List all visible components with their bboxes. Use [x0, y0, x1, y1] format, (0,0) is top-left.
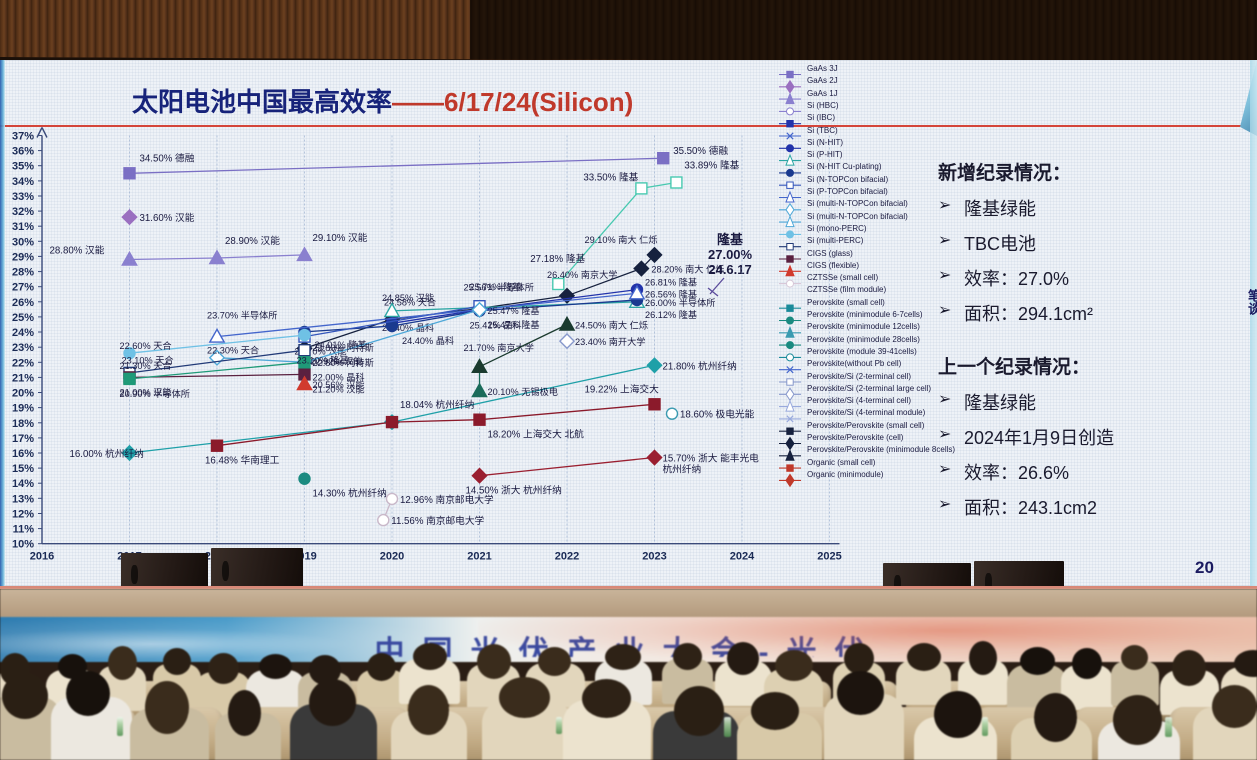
svg-text:20.10% 无锡极电: 20.10% 无锡极电: [488, 386, 558, 397]
svg-text:2021: 2021: [467, 551, 491, 563]
svg-text:14%: 14%: [12, 478, 34, 490]
svg-text:18%: 18%: [12, 418, 34, 430]
svg-text:13%: 13%: [12, 493, 34, 505]
svg-text:28%: 28%: [12, 267, 34, 279]
svg-text:16.48% 华南理工: 16.48% 华南理工: [205, 454, 280, 467]
svg-text:22.60% 天合: 22.60% 天合: [120, 340, 172, 351]
svg-text:27.18% 隆基: 27.18% 隆基: [530, 252, 585, 265]
svg-text:23.10% 隆基: 23.10% 隆基: [297, 355, 349, 366]
svg-text:28.80% 汉能: 28.80% 汉能: [50, 244, 105, 257]
svg-text:11.56% 南京邮电大学: 11.56% 南京邮电大学: [391, 514, 484, 527]
svg-text:26.40% 南京大学: 26.40% 南京大学: [547, 269, 617, 280]
svg-text:20%: 20%: [12, 388, 34, 400]
svg-text:24.50% 南大 仁烁: 24.50% 南大 仁烁: [575, 320, 648, 331]
svg-text:10%: 10%: [12, 539, 34, 551]
svg-text:2016: 2016: [30, 551, 54, 563]
svg-text:26.12% 隆基: 26.12% 隆基: [645, 309, 697, 320]
svg-text:25.47% 隆基: 25.47% 隆基: [488, 305, 540, 316]
svg-text:34.50% 德融: 34.50% 德融: [140, 151, 195, 164]
svg-text:11%: 11%: [13, 524, 35, 536]
svg-text:22.30% 天合: 22.30% 天合: [207, 345, 259, 356]
svg-text:28.90% 汉能: 28.90% 汉能: [225, 234, 280, 247]
svg-text:32%: 32%: [12, 206, 34, 218]
svg-text:28.20% 南大 仁烁: 28.20% 南大 仁烁: [651, 264, 724, 275]
svg-text:12%: 12%: [12, 509, 34, 521]
svg-text:23.10% 天合: 23.10% 天合: [122, 355, 174, 366]
svg-text:25%: 25%: [12, 312, 34, 324]
svg-text:23.40% 南开大学: 23.40% 南开大学: [575, 336, 645, 347]
svg-text:33.50% 隆基: 33.50% 隆基: [583, 170, 638, 183]
svg-text:18.04% 杭州纤纳: 18.04% 杭州纤纳: [400, 398, 474, 411]
svg-text:2023: 2023: [642, 551, 666, 563]
svg-text:35.50% 德融: 35.50% 德融: [673, 144, 728, 157]
svg-text:2022: 2022: [555, 551, 579, 563]
svg-text:20.56% 汉能: 20.56% 汉能: [313, 379, 365, 390]
svg-text:2025: 2025: [817, 551, 841, 563]
svg-text:26.81% 隆基: 26.81% 隆基: [645, 277, 697, 288]
svg-text:20.90% 半导体所: 20.90% 半导体所: [120, 388, 190, 399]
svg-text:2024: 2024: [730, 551, 755, 563]
svg-text:30%: 30%: [12, 236, 34, 248]
svg-text:21.80% 杭州纤纳: 21.80% 杭州纤纳: [663, 359, 737, 372]
svg-text:25.41% 晶科: 25.41% 晶科: [470, 320, 522, 331]
svg-text:22%: 22%: [12, 357, 34, 369]
svg-text:26.56% 隆基: 26.56% 隆基: [645, 288, 697, 299]
svg-text:31.60% 汉能: 31.60% 汉能: [140, 211, 195, 224]
svg-text:33.89% 隆基: 33.89% 隆基: [684, 159, 739, 172]
svg-text:14.30% 杭州纤纳: 14.30% 杭州纤纳: [313, 487, 387, 500]
svg-text:29.10% 南大 仁烁: 29.10% 南大 仁烁: [585, 234, 658, 245]
svg-text:34%: 34%: [12, 176, 34, 188]
svg-text:18.60% 极电光能: 18.60% 极电光能: [680, 408, 755, 421]
svg-text:23.70% 半导体所: 23.70% 半导体所: [207, 310, 277, 321]
svg-text:31%: 31%: [12, 221, 34, 233]
svg-text:29.10% 汉能: 29.10% 汉能: [313, 231, 368, 244]
svg-text:16%: 16%: [12, 448, 34, 460]
svg-text:23%: 23%: [12, 342, 34, 354]
svg-text:35%: 35%: [12, 161, 34, 173]
svg-text:18.20% 上海交大 北航: 18.20% 上海交大 北航: [488, 428, 585, 441]
svg-text:27%: 27%: [12, 282, 34, 294]
svg-text:15.70% 浙大 能丰光电: 15.70% 浙大 能丰光电: [663, 452, 760, 465]
svg-text:21.70% 南京大学: 21.70% 南京大学: [464, 342, 534, 353]
svg-text:33%: 33%: [12, 191, 34, 203]
svg-text:24%: 24%: [12, 327, 34, 339]
svg-text:25.71% 隆基: 25.71% 隆基: [470, 281, 522, 292]
svg-text:37%: 37%: [12, 131, 34, 143]
svg-text:21%: 21%: [12, 372, 34, 384]
svg-text:29%: 29%: [12, 251, 34, 263]
svg-text:15%: 15%: [12, 463, 34, 475]
svg-text:24.40% 晶科: 24.40% 晶科: [402, 335, 454, 346]
svg-text:19%: 19%: [12, 403, 34, 415]
svg-text:2020: 2020: [380, 551, 404, 563]
svg-text:12.96% 南京邮电大学: 12.96% 南京邮电大学: [400, 493, 494, 506]
svg-text:26%: 26%: [12, 297, 34, 309]
svg-text:23.80% 阿特斯: 23.80% 阿特斯: [313, 342, 374, 353]
svg-text:19.22% 上海交大: 19.22% 上海交大: [585, 382, 660, 395]
svg-text:17%: 17%: [12, 433, 34, 445]
svg-text:36%: 36%: [12, 146, 34, 158]
svg-text:杭州纤纳: 杭州纤纳: [663, 463, 702, 476]
svg-text:16.00% 杭州纤纳: 16.00% 杭州纤纳: [70, 447, 144, 460]
